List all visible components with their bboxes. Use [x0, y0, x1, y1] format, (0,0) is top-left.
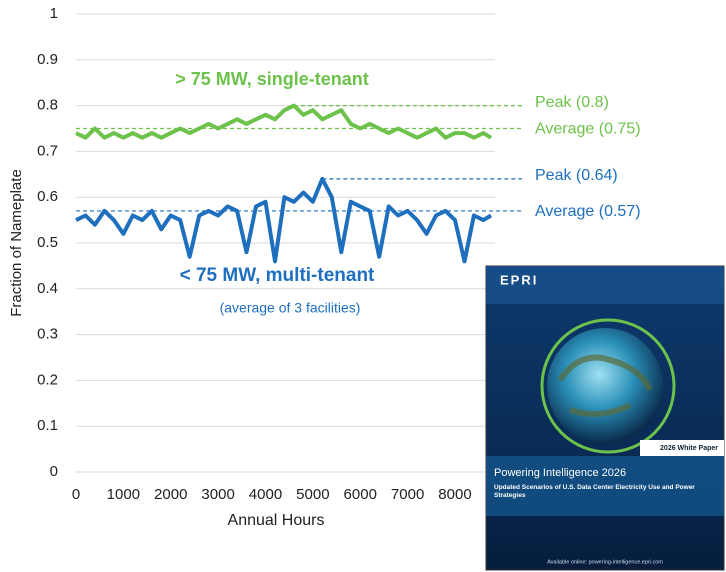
y-tick-label: 0.4 [37, 280, 58, 297]
y-tick-label: 0.5 [37, 234, 58, 251]
y-tick-label: 0.8 [37, 97, 58, 114]
y-axis-label: Fraction of Nameplate [8, 169, 25, 317]
x-tick-label: 6000 [344, 486, 377, 503]
peak-label: Peak (0.8) [535, 94, 609, 111]
cover-subtitle-box: Updated Scenarios of U.S. Data Center El… [494, 484, 695, 499]
series-label: > 75 MW, single-tenant [175, 69, 369, 89]
peak-label: Peak (0.64) [535, 167, 618, 184]
series-line [75, 103, 493, 140]
cover-ring [540, 318, 676, 454]
series-note: (average of 3 facilities) [220, 300, 361, 316]
y-tick-label: 0.2 [37, 371, 58, 388]
report-cover: EPRI 2026 White Paper Powering Intellige… [485, 265, 725, 571]
average-label: Average (0.57) [535, 203, 641, 220]
x-axis-label: Annual Hours [228, 512, 325, 529]
x-tick-label: 5000 [296, 486, 329, 503]
x-tick-label: 0 [72, 486, 80, 503]
x-tick-label: 8000 [438, 486, 471, 503]
cover-title: Powering Intelligence 2026 [494, 467, 626, 479]
y-tick-label: 0 [50, 463, 58, 480]
x-tick-label: 1000 [107, 486, 140, 503]
series-label: < 75 MW, multi-tenant [180, 265, 375, 286]
y-tick-label: 0.6 [37, 188, 58, 205]
cover-subtitle: Updated Scenarios of U.S. Data Center El… [494, 484, 695, 499]
y-tick-label: 0.3 [37, 326, 58, 343]
x-tick-label: 3000 [201, 486, 234, 503]
cover-footer: Available online: powering-intelligence.… [547, 559, 663, 565]
cover-badge: 2026 White Paper [660, 445, 718, 452]
average-label: Average (0.75) [535, 121, 641, 138]
cover-continents [557, 354, 653, 417]
series-line [75, 176, 493, 264]
y-tick-label: 0.1 [37, 417, 58, 434]
cover-globe [547, 328, 663, 444]
cover-logo: EPRI [500, 272, 538, 287]
x-tick-label: 4000 [249, 486, 282, 503]
y-tick-label: 1 [50, 5, 58, 22]
cover-band [486, 456, 724, 516]
y-tick-label: 0.7 [37, 142, 58, 159]
cover-header [486, 266, 724, 304]
cover-badge-box [640, 440, 724, 456]
x-tick-label: 2000 [154, 486, 187, 503]
x-tick-label: 7000 [391, 486, 424, 503]
y-tick-label: 0.9 [37, 51, 58, 68]
